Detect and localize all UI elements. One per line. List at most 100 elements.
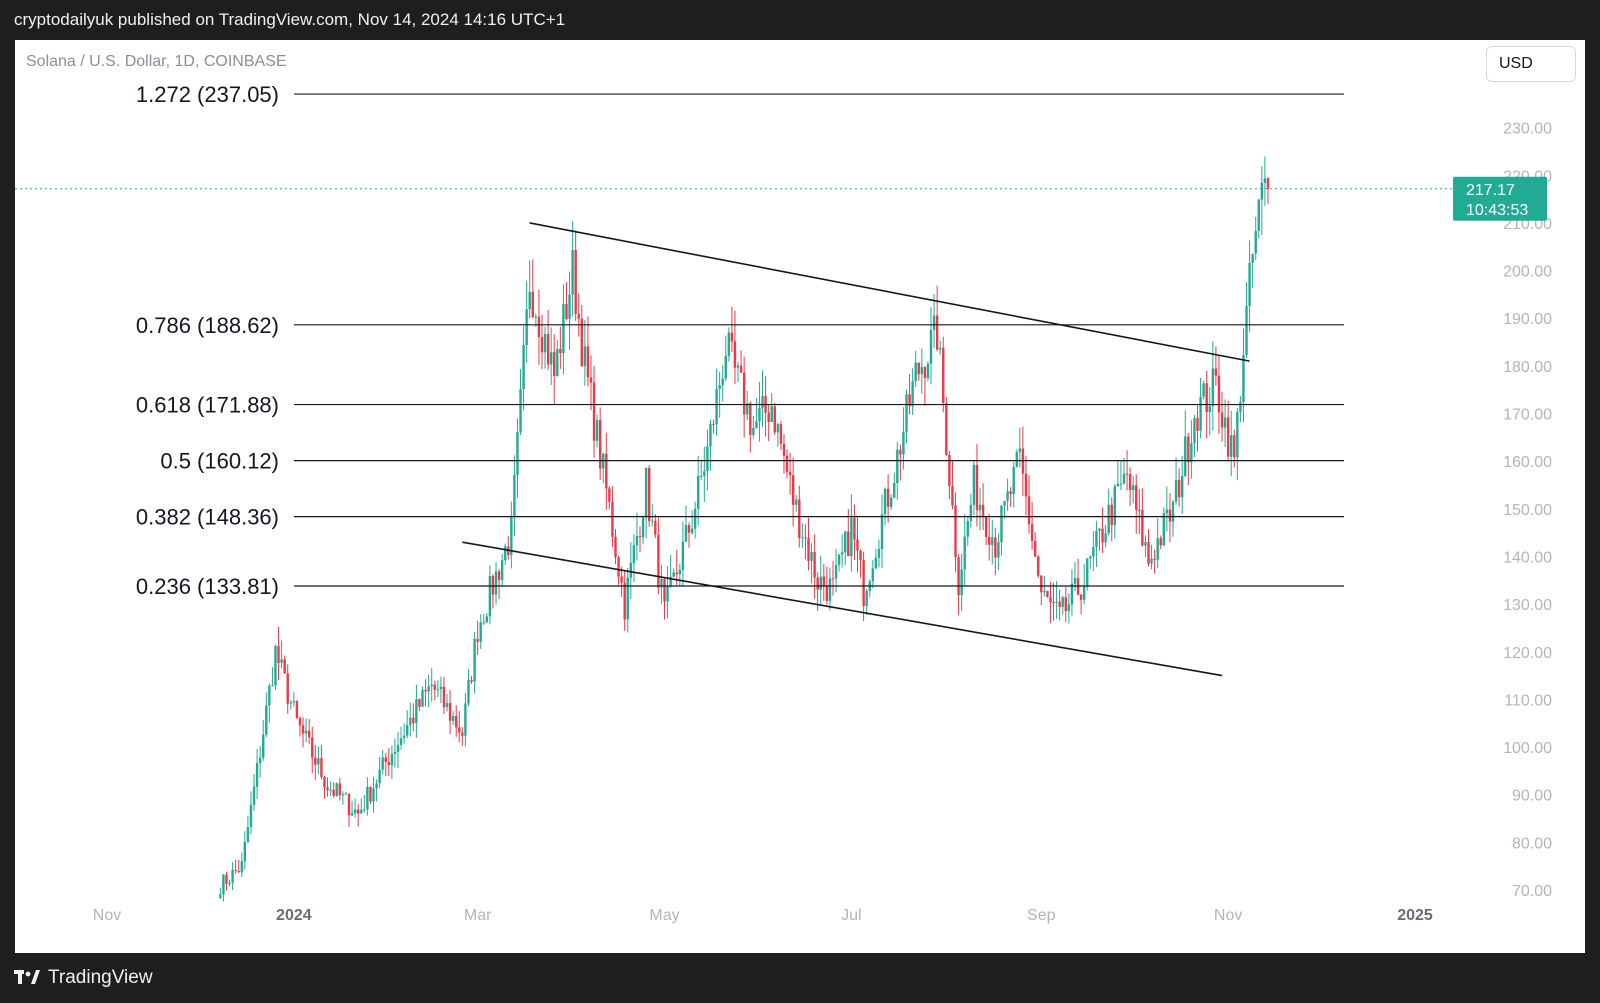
candle [1104, 524, 1107, 548]
candle [840, 534, 844, 568]
candle [494, 562, 498, 605]
candle-body [286, 673, 289, 704]
candle-body [795, 499, 798, 505]
candle-body [614, 536, 617, 558]
candle [1141, 488, 1144, 547]
candle [510, 501, 513, 569]
candle [837, 554, 841, 572]
candle-body [822, 576, 825, 587]
candle [1101, 507, 1104, 553]
candle-body [271, 685, 274, 687]
candle-body [997, 542, 1000, 558]
candle-body [1220, 412, 1224, 428]
candle-body [583, 346, 587, 367]
candle-body [960, 569, 963, 596]
candle-body [1009, 491, 1012, 495]
candle-body [611, 501, 614, 537]
candle [856, 517, 859, 573]
candle [690, 510, 694, 535]
candle [445, 693, 449, 712]
candle [353, 798, 357, 818]
candle-body [482, 622, 485, 624]
candle [614, 529, 617, 565]
candle-body [746, 403, 749, 415]
candle [1223, 399, 1227, 448]
candle [592, 365, 596, 458]
candle [1095, 520, 1098, 568]
candle-body [804, 537, 807, 539]
candle [666, 565, 669, 619]
candle-body [252, 786, 256, 805]
price-chart[interactable]: 1.272 (237.05) 0.786 (188.62) 0.618 (171.8… [15, 40, 1585, 953]
candle-body [317, 758, 320, 765]
candle-body [427, 686, 430, 692]
candle-body [366, 787, 369, 810]
candle-body [268, 685, 271, 706]
candle [1009, 487, 1012, 507]
candle-body [816, 577, 819, 590]
candle-body [1156, 538, 1159, 560]
candle [1061, 595, 1064, 615]
candle [880, 494, 884, 569]
candle [1055, 580, 1058, 619]
candle-body [1110, 504, 1113, 526]
candle [1217, 355, 1221, 434]
candle-body [752, 427, 755, 435]
candle [427, 674, 430, 708]
candle [543, 326, 547, 369]
candle-body [951, 486, 954, 506]
candle-body [654, 520, 657, 535]
candle [1165, 486, 1169, 532]
candle-body [1015, 452, 1018, 467]
candle [1098, 527, 1101, 551]
candle [693, 501, 697, 539]
candle [531, 259, 534, 319]
candle [442, 677, 446, 715]
candle [421, 686, 424, 708]
candle [1226, 400, 1230, 462]
price-tick-label: 90.00 [1512, 788, 1552, 805]
candle [1211, 341, 1215, 431]
candle [1220, 391, 1224, 442]
candle-body [1263, 178, 1267, 183]
candle [286, 664, 289, 714]
candle-body [1180, 475, 1184, 498]
time-tick-label: Nov [1214, 907, 1242, 924]
candle [700, 459, 703, 481]
fib-level-label: 1.272 (237.05) [136, 82, 279, 107]
candle-body [749, 403, 752, 435]
candle-body [1055, 601, 1058, 603]
candle [608, 486, 611, 510]
fib-level-label: 0.236 (133.81) [136, 574, 279, 599]
candle [507, 536, 510, 560]
candle [455, 705, 458, 737]
candle [1040, 575, 1043, 606]
candle [764, 376, 767, 437]
candle-body [1202, 383, 1205, 397]
currency-selector[interactable]: USD [1486, 46, 1576, 82]
chart-panel[interactable]: 1.272 (237.05) 0.786 (188.62) 0.618 (171.8… [15, 40, 1585, 953]
candle-body [1024, 473, 1028, 497]
candle [626, 567, 629, 633]
candle-body [565, 304, 568, 319]
candle [886, 474, 890, 523]
candle [540, 314, 544, 369]
candle-body [899, 449, 902, 455]
candle [479, 614, 482, 649]
candle-body [525, 309, 528, 346]
candle-body [856, 539, 859, 551]
candle [497, 568, 501, 600]
candle-body [467, 679, 470, 704]
candle-body [320, 758, 323, 777]
candle-body [742, 372, 746, 415]
candle-body [473, 638, 476, 682]
candle-body [1030, 524, 1034, 541]
candle-body [311, 737, 314, 758]
candle-body [690, 528, 694, 533]
candle-body [914, 362, 917, 382]
candle [556, 339, 559, 377]
candle-body [537, 316, 541, 338]
candle-body [782, 443, 786, 456]
candle-body [859, 550, 862, 561]
candle [314, 744, 317, 781]
